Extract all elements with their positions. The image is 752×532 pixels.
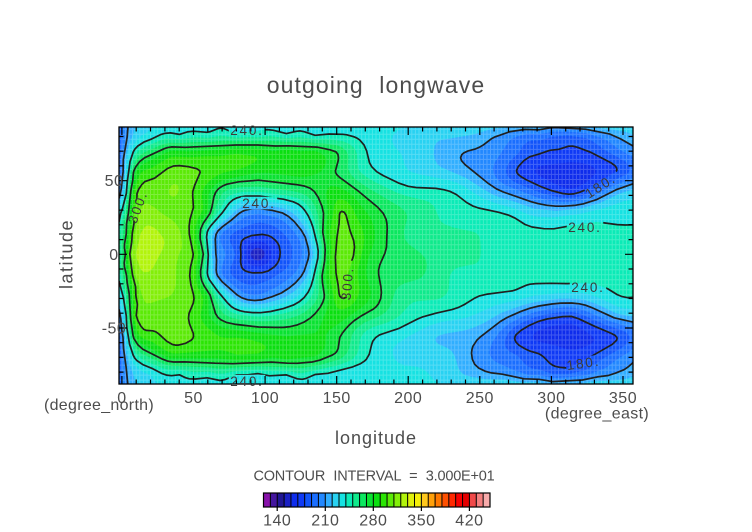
svg-text:250: 250	[466, 390, 494, 407]
svg-text:350: 350	[407, 513, 435, 530]
svg-text:180.: 180.	[566, 354, 601, 374]
svg-text:50: 50	[105, 173, 124, 190]
svg-text:CONTOUR INTERVAL = 3.000E+01: CONTOUR INTERVAL = 3.000E+01	[253, 469, 494, 485]
svg-text:300: 300	[537, 390, 565, 407]
svg-text:(degree_north): (degree_north)	[44, 397, 154, 414]
svg-text:140: 140	[263, 513, 291, 530]
svg-text:240.: 240.	[568, 220, 601, 235]
svg-text:longitude: longitude	[335, 428, 417, 448]
svg-text:-50: -50	[102, 321, 127, 338]
svg-text:420: 420	[455, 513, 483, 530]
svg-text:50: 50	[184, 390, 203, 407]
svg-text:300.: 300.	[339, 266, 357, 301]
svg-text:240.: 240.	[230, 123, 263, 138]
svg-text:0: 0	[117, 390, 126, 407]
svg-text:280: 280	[359, 513, 387, 530]
svg-text:350: 350	[609, 390, 637, 407]
svg-text:outgoing longwave: outgoing longwave	[267, 72, 486, 98]
svg-text:latitude: latitude	[57, 219, 77, 289]
svg-text:210: 210	[311, 513, 339, 530]
svg-text:240.: 240.	[242, 196, 275, 211]
svg-text:150: 150	[323, 390, 351, 407]
svg-text:240.: 240.	[571, 280, 604, 295]
svg-text:0: 0	[109, 247, 118, 264]
svg-text:240.: 240.	[230, 374, 263, 389]
svg-text:100: 100	[251, 390, 279, 407]
svg-text:(degree_east): (degree_east)	[545, 406, 649, 423]
svg-text:200: 200	[394, 390, 422, 407]
